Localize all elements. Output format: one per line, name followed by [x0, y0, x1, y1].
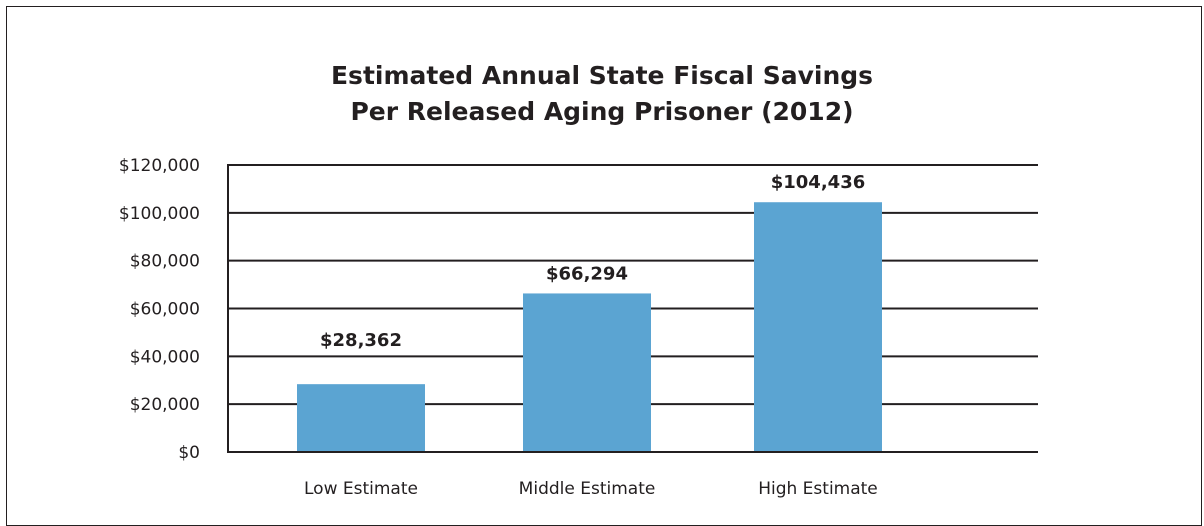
y-tick-label: $0 — [178, 443, 200, 463]
chart-title-line-1: Estimated Annual State Fiscal Savings — [330, 61, 874, 90]
bar-middle-estimate — [523, 293, 651, 452]
bar-value-label: $104,436 — [771, 172, 866, 193]
bar-high-estimate — [754, 202, 882, 452]
bar-value-label: $66,294 — [546, 263, 628, 284]
y-tick-label: $40,000 — [130, 347, 200, 367]
y-tick-label: $100,000 — [119, 204, 200, 224]
y-tick-label: $80,000 — [130, 252, 200, 272]
x-category-label: High Estimate — [758, 479, 878, 499]
bar-low-estimate — [297, 384, 425, 452]
x-category-label: Middle Estimate — [519, 479, 656, 499]
y-tick-label: $60,000 — [130, 300, 200, 320]
y-tick-label: $20,000 — [130, 395, 200, 415]
x-category-label: Low Estimate — [304, 479, 418, 499]
chart-title-line-2: Per Released Aging Prisoner (2012) — [350, 97, 854, 126]
y-tick-label: $120,000 — [119, 156, 200, 176]
bar-value-label: $28,362 — [320, 330, 402, 351]
bar-chart-plot: $0 $20,000 $40,000 $60,000 $80,000 $100,000 $1… — [119, 156, 1038, 499]
